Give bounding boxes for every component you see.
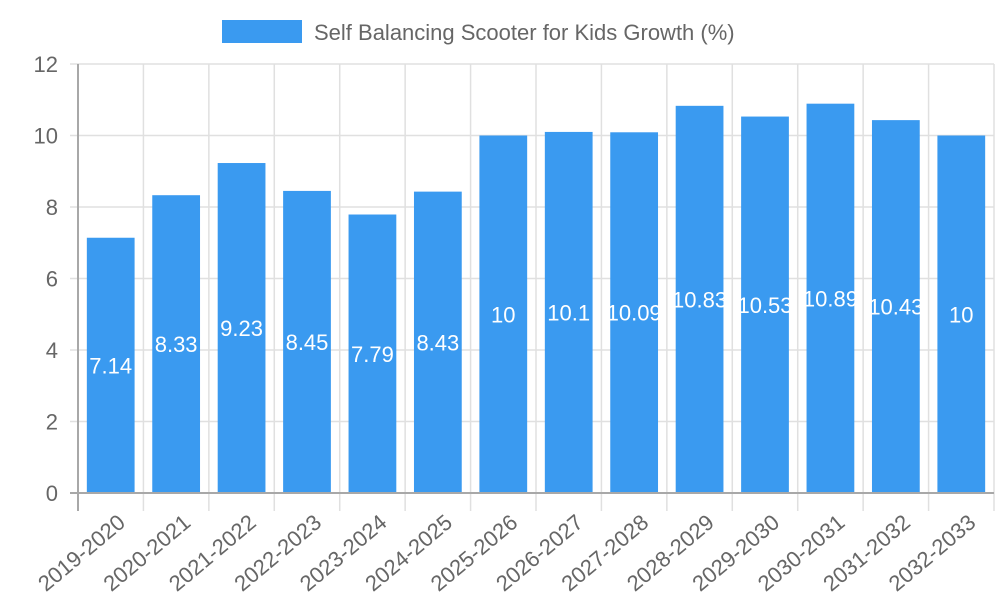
data-label: 8.43 xyxy=(416,330,459,355)
data-label: 10 xyxy=(949,302,973,327)
bar[interactable] xyxy=(479,135,528,494)
x-axis-labels: 2019-20202020-20212021-20222022-20232023… xyxy=(33,509,980,596)
data-label: 10 xyxy=(491,302,515,327)
bar[interactable] xyxy=(86,237,135,493)
y-tick-label: 12 xyxy=(34,52,58,77)
bar[interactable] xyxy=(937,135,986,494)
bar[interactable] xyxy=(217,163,266,493)
bar[interactable] xyxy=(741,116,789,494)
legend[interactable]: Self Balancing Scooter for Kids Growth (… xyxy=(222,20,735,45)
data-label: 7.14 xyxy=(89,353,132,378)
data-label: 8.33 xyxy=(155,332,198,357)
legend-swatch xyxy=(222,20,302,43)
y-tick-label: 10 xyxy=(34,124,58,149)
data-label: 10.53 xyxy=(737,293,792,318)
y-axis-labels: 0 2 4 6 8 10 12 xyxy=(34,52,58,506)
y-tick-label: 6 xyxy=(46,267,58,292)
bar[interactable] xyxy=(806,103,855,494)
bars xyxy=(86,103,986,494)
data-label: 10.83 xyxy=(672,287,727,312)
data-label: 10.43 xyxy=(868,295,923,320)
bar[interactable] xyxy=(348,214,397,493)
bar[interactable] xyxy=(283,190,331,493)
axes xyxy=(70,64,994,511)
bar[interactable] xyxy=(610,132,659,493)
bar[interactable] xyxy=(152,195,201,493)
data-labels: 7.14 8.33 9.23 8.45 7.79 8.43 10 10.1 10.09 10.83… xyxy=(89,286,973,378)
bar[interactable] xyxy=(413,191,462,493)
bar[interactable] xyxy=(544,131,593,494)
data-label: 8.45 xyxy=(286,330,329,355)
bar[interactable] xyxy=(675,105,724,493)
y-tick-label: 2 xyxy=(46,410,58,435)
data-label: 9.23 xyxy=(220,316,263,341)
data-label: 10.89 xyxy=(803,286,858,311)
data-label: 10.1 xyxy=(547,300,590,325)
y-tick-label: 4 xyxy=(46,338,58,363)
legend-label: Self Balancing Scooter for Kids Growth (… xyxy=(314,20,735,45)
y-tick-label: 0 xyxy=(46,481,58,506)
y-tick-label: 8 xyxy=(46,195,58,220)
data-label: 7.79 xyxy=(351,342,394,367)
grid-lines xyxy=(70,63,995,511)
data-label: 10.09 xyxy=(607,301,662,326)
bar[interactable] xyxy=(871,120,920,493)
